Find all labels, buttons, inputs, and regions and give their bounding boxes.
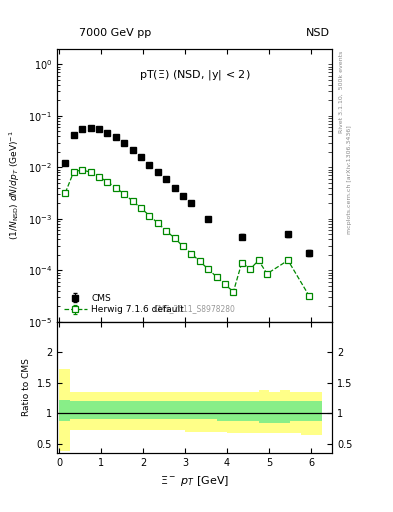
Text: NSD: NSD xyxy=(306,28,330,38)
X-axis label: $\Xi^-\ p_T\ [\mathrm{GeV}]$: $\Xi^-\ p_T\ [\mathrm{GeV}]$ xyxy=(160,474,229,487)
Y-axis label: Ratio to CMS: Ratio to CMS xyxy=(22,358,31,416)
Text: 7000 GeV pp: 7000 GeV pp xyxy=(79,28,151,38)
Text: pT($\Xi$) (NSD, |y| < 2): pT($\Xi$) (NSD, |y| < 2) xyxy=(139,68,250,82)
Text: Rivet 3.1.10,  500k events: Rivet 3.1.10, 500k events xyxy=(339,51,344,133)
Text: mcplots.cern.ch [arXiv:1306.3436]: mcplots.cern.ch [arXiv:1306.3436] xyxy=(347,125,352,233)
Text: CMS_2011_S8978280: CMS_2011_S8978280 xyxy=(154,305,235,313)
Legend: CMS, Herwig 7.1.6 default: CMS, Herwig 7.1.6 default xyxy=(61,291,187,317)
Y-axis label: $(1/N_\mathrm{NSD})\ dN/dp_T\ (\mathrm{GeV})^{-1}$: $(1/N_\mathrm{NSD})\ dN/dp_T\ (\mathrm{G… xyxy=(8,130,22,240)
